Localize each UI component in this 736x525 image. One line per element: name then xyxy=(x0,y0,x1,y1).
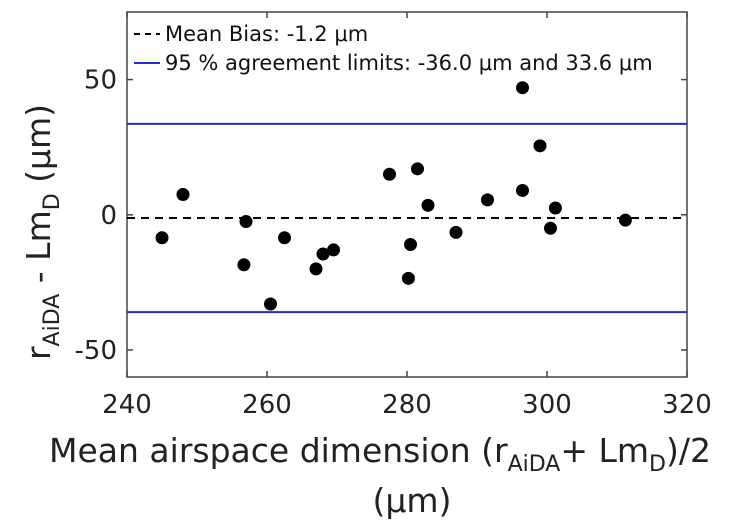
y-axis-label-mid: - Lm xyxy=(19,210,58,293)
data-point xyxy=(237,258,251,272)
data-points xyxy=(155,81,632,311)
y-axis-label-r: r xyxy=(19,346,58,360)
x-axis-label-main: Mean airspace dimension (r xyxy=(49,431,508,470)
y-axis-label-tail: (μm) xyxy=(19,104,58,193)
x-tick-label: 320 xyxy=(662,390,712,420)
data-point xyxy=(516,81,529,95)
data-point xyxy=(383,167,396,181)
x-tick-label: 260 xyxy=(242,390,292,420)
x-tick-label: 300 xyxy=(522,390,572,420)
data-point xyxy=(316,247,330,261)
x-axis-label-sub2: D xyxy=(649,452,666,477)
data-point xyxy=(533,139,547,153)
reference-lines xyxy=(127,122,687,314)
x-tick-label: 240 xyxy=(102,390,152,420)
y-tick-label: 50 xyxy=(84,66,117,96)
data-point xyxy=(309,262,323,276)
x-axis-label: Mean airspace dimension (rAiDA+ LmD)/2 xyxy=(49,431,711,477)
data-point xyxy=(544,221,557,235)
y-axis-ticks: -50 0 50 xyxy=(75,66,687,366)
x-axis-label-mid: + Lm xyxy=(560,431,649,470)
data-point xyxy=(264,297,277,311)
data-point xyxy=(618,213,632,227)
data-point xyxy=(176,188,190,201)
data-point xyxy=(278,231,291,245)
legend-agreement-limits-label: 95 % agreement limits: -36.0 μm and 33.6… xyxy=(165,51,653,75)
y-axis-label: rAiDA - LmD (μm) xyxy=(19,104,65,360)
x-axis-label-tail: )/2 xyxy=(666,431,711,470)
y-tick-label: -50 xyxy=(75,336,117,366)
data-point xyxy=(411,162,424,176)
legend: Mean Bias: -1.2 μm 95 % agreement limits… xyxy=(134,22,653,75)
x-axis-label-sub1: AiDA xyxy=(508,452,561,477)
y-tick-label: 0 xyxy=(100,201,117,231)
data-point xyxy=(548,201,562,215)
data-point xyxy=(449,225,463,239)
data-point xyxy=(155,231,169,245)
x-tick-label: 280 xyxy=(382,390,432,420)
legend-mean-bias-label: Mean Bias: -1.2 μm xyxy=(165,22,368,46)
x-axis-unit: (μm) xyxy=(373,481,452,520)
data-point xyxy=(239,215,253,229)
data-point xyxy=(421,198,435,212)
data-point xyxy=(404,238,417,252)
data-point xyxy=(327,243,340,257)
data-point xyxy=(401,271,415,285)
x-axis-ticks: 240 260 280 300 320 xyxy=(102,12,712,420)
data-point xyxy=(516,183,529,197)
y-axis-label-sub2: D xyxy=(40,193,65,210)
y-axis-label-sub1: AiDA xyxy=(40,294,65,347)
data-point xyxy=(481,193,494,207)
